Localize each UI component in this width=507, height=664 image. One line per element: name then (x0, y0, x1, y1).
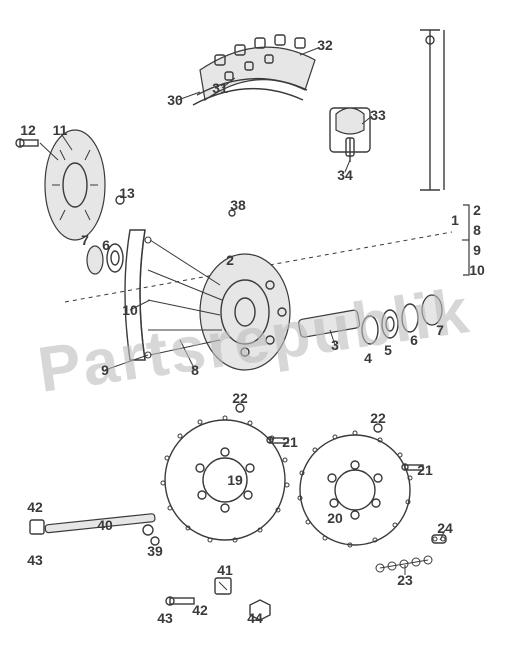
callout-10: 10 (469, 262, 485, 278)
callout-21: 21 (282, 434, 298, 450)
callout-24: 24 (437, 520, 453, 536)
callout-44: 44 (247, 610, 263, 626)
spoke-gauge (420, 30, 444, 190)
callout-1: 1 (451, 212, 459, 228)
callout-10: 10 (122, 302, 138, 318)
left-spacer (87, 246, 103, 274)
callout-3: 3 (331, 337, 339, 353)
axle (30, 514, 155, 535)
callout-34: 34 (337, 167, 353, 183)
callout-42: 42 (192, 602, 208, 618)
brake-disc (45, 130, 105, 240)
callout-21: 21 (417, 462, 433, 478)
callout-4: 4 (364, 350, 372, 366)
disc-bolt (16, 139, 38, 147)
callout-6: 6 (102, 237, 110, 253)
callout-39: 39 (147, 543, 163, 559)
callout-20: 20 (327, 510, 343, 526)
callout-30: 30 (167, 92, 183, 108)
callout-43: 43 (157, 610, 173, 626)
sprocket-20 (298, 431, 412, 547)
callout-12: 12 (20, 122, 36, 138)
callout-6: 6 (410, 332, 418, 348)
parts-illustration (0, 0, 507, 664)
callout-38: 38 (230, 197, 246, 213)
exploded-diagram: Partsrepublik 12234566778899101011121319… (0, 0, 507, 664)
callout-13: 13 (119, 185, 135, 201)
chain-adjuster (215, 578, 231, 594)
callout-8: 8 (191, 362, 199, 378)
axle-tube (298, 310, 360, 338)
callout-2: 2 (226, 252, 234, 268)
callout-33: 33 (370, 107, 386, 123)
master-link (432, 535, 446, 543)
callout-19: 19 (227, 472, 243, 488)
callout-41: 41 (217, 562, 233, 578)
callout-2: 2 (473, 202, 481, 218)
callout-42: 42 (27, 499, 43, 515)
callout-31: 31 (212, 80, 228, 96)
callout-8: 8 (473, 222, 481, 238)
callout-7: 7 (81, 232, 89, 248)
rim-lock (330, 108, 370, 162)
callout-11: 11 (53, 122, 68, 138)
callout-32: 32 (317, 37, 333, 53)
callout-40: 40 (97, 517, 113, 533)
rim-section (125, 230, 145, 360)
hub (200, 254, 290, 370)
callout-7: 7 (436, 322, 444, 338)
callout-43: 43 (27, 552, 43, 568)
callout-23: 23 (397, 572, 413, 588)
callout-5: 5 (384, 342, 392, 358)
callout-22: 22 (232, 390, 248, 406)
sprocket-19 (161, 416, 289, 542)
chain (376, 556, 432, 572)
callout-9: 9 (101, 362, 109, 378)
callout-22: 22 (370, 410, 386, 426)
callout-9: 9 (473, 242, 481, 258)
